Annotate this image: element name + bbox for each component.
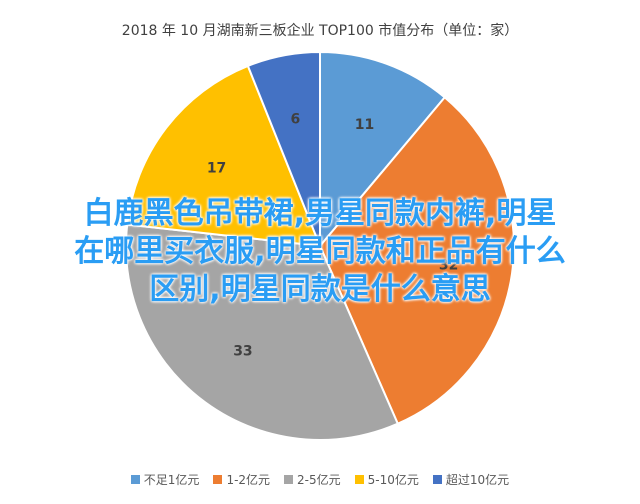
pie-slice-5: [246, 50, 321, 247]
legend-label: 2-5亿元: [297, 473, 341, 487]
pie-slice-1: [319, 50, 447, 249]
legend-swatch: [354, 475, 364, 484]
legend-item: 超过10亿元: [432, 471, 510, 488]
pie-slice-2: [318, 95, 515, 426]
legend-swatch: [432, 475, 442, 484]
chart-title: 2018 年 10 月湖南新三板企业 TOP100 市值分布（单位：家）: [121, 23, 519, 39]
legend: 不足1亿元 1-2亿元 2-5亿元 5-10亿元 超过10亿元: [0, 471, 640, 488]
slice-data-label: 32: [439, 257, 458, 273]
legend-item: 1-2亿元: [213, 471, 270, 488]
pie-slice-4: [126, 64, 322, 248]
slice-data-label: 11: [355, 117, 374, 133]
legend-label: 不足1亿元: [143, 473, 200, 487]
legend-swatch: [213, 475, 223, 484]
pie-slice-3: [125, 223, 400, 441]
legend-item: 不足1亿元: [130, 471, 200, 488]
legend-swatch: [130, 475, 140, 484]
slice-data-label: 6: [291, 111, 301, 127]
slice-data-label: 17: [207, 160, 226, 176]
legend-label: 超过10亿元: [445, 473, 510, 487]
legend-label: 1-2亿元: [226, 473, 271, 487]
legend-item: 5-10亿元: [354, 471, 419, 488]
legend-item: 2-5亿元: [284, 471, 341, 488]
slice-data-label: 33: [233, 344, 252, 360]
legend-label: 5-10亿元: [367, 473, 419, 487]
legend-swatch: [284, 475, 294, 484]
